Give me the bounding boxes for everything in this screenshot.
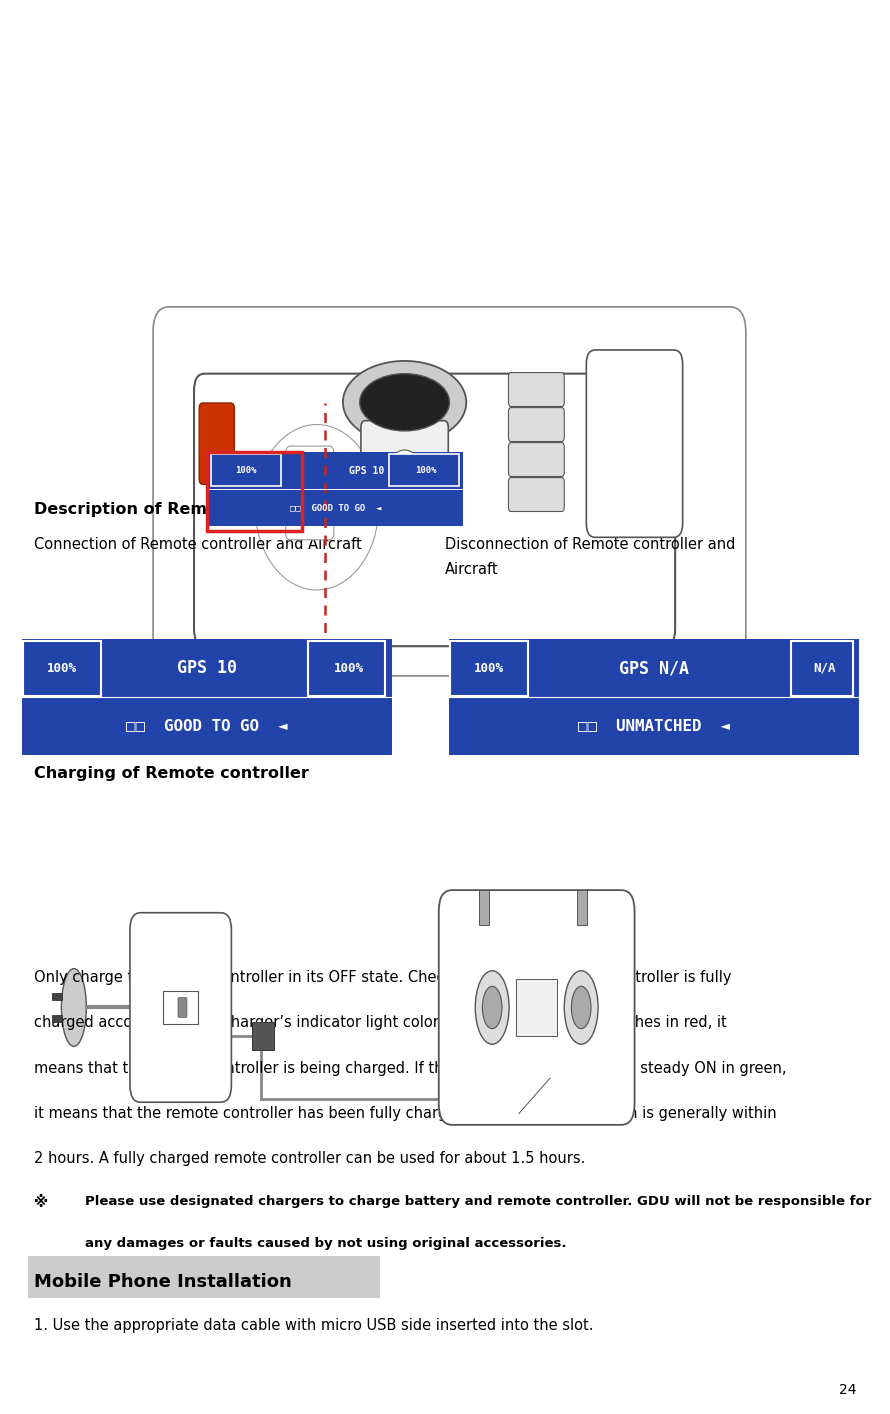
Text: 100%: 100% (235, 467, 256, 475)
Text: N/A: N/A (813, 662, 836, 674)
FancyBboxPatch shape (587, 351, 683, 537)
Ellipse shape (482, 987, 502, 1028)
Text: □□  UNMATCHED  ◄: □□ UNMATCHED ◄ (578, 718, 730, 734)
FancyBboxPatch shape (508, 372, 564, 407)
Text: ※: ※ (34, 1195, 48, 1210)
FancyBboxPatch shape (286, 447, 334, 540)
Ellipse shape (255, 424, 378, 590)
Bar (209, 452, 463, 526)
FancyBboxPatch shape (439, 891, 635, 1126)
Text: Charging of Remote controller: Charging of Remote controller (34, 766, 309, 782)
Ellipse shape (564, 970, 598, 1044)
Bar (577, 891, 587, 925)
Ellipse shape (475, 970, 509, 1044)
FancyBboxPatch shape (508, 478, 564, 512)
FancyBboxPatch shape (199, 403, 234, 484)
Text: GDU: GDU (530, 1005, 544, 1010)
Text: Mobile Phone Installation: Mobile Phone Installation (34, 1273, 292, 1291)
FancyBboxPatch shape (153, 307, 746, 676)
Text: charged according to the charger’s indicator light color. If the power indicator: charged according to the charger’s indic… (34, 1015, 726, 1031)
Text: any damages or faults caused by not using original accessories.: any damages or faults caused by not usin… (85, 1237, 566, 1250)
Text: GPS N/A: GPS N/A (619, 659, 689, 677)
Text: GPS 10: GPS 10 (177, 659, 237, 677)
FancyBboxPatch shape (389, 454, 459, 486)
Text: 1. Use the appropriate data cable with micro USB side inserted into the slot.: 1. Use the appropriate data cable with m… (34, 1318, 594, 1333)
Ellipse shape (571, 987, 591, 1028)
FancyBboxPatch shape (23, 641, 101, 696)
Text: □□  GOOD TO GO  ◄: □□ GOOD TO GO ◄ (290, 503, 382, 512)
Text: it means that the remote controller has been fully charged. The charging duratio: it means that the remote controller has … (34, 1106, 776, 1121)
FancyBboxPatch shape (178, 998, 187, 1017)
Text: 100%: 100% (47, 662, 77, 674)
Text: 2 hours. A fully charged remote controller can be used for about 1.5 hours.: 2 hours. A fully charged remote controll… (34, 1151, 586, 1167)
Text: 100%: 100% (415, 467, 436, 475)
Bar (479, 891, 490, 925)
Text: 100%: 100% (335, 662, 364, 674)
Bar (52, 993, 62, 1001)
Text: GPS 10: GPS 10 (349, 465, 384, 477)
Bar (52, 1015, 62, 1021)
Ellipse shape (61, 969, 86, 1046)
Text: Please use designated chargers to charge battery and remote controller. GDU will: Please use designated chargers to charge… (85, 1195, 871, 1208)
Text: Only charge the remote controller in its OFF state. Check whether the remote con: Only charge the remote controller in its… (34, 970, 732, 986)
FancyBboxPatch shape (791, 641, 853, 696)
Text: Connection of Remote controller and Aircraft: Connection of Remote controller and Airc… (34, 537, 361, 553)
FancyBboxPatch shape (508, 443, 564, 477)
Ellipse shape (393, 450, 416, 469)
Bar (252, 1021, 274, 1049)
Bar (516, 978, 557, 1035)
Text: means that the remote controller is being charged. If the power indicator shows : means that the remote controller is bein… (34, 1060, 787, 1076)
FancyBboxPatch shape (361, 421, 449, 499)
Bar (449, 639, 859, 755)
Text: Charging Interface: Charging Interface (553, 1073, 631, 1083)
FancyBboxPatch shape (194, 373, 676, 646)
FancyBboxPatch shape (308, 641, 385, 696)
FancyBboxPatch shape (130, 913, 231, 1103)
Text: □□  GOOD TO GO  ◄: □□ GOOD TO GO ◄ (126, 718, 287, 734)
Ellipse shape (343, 361, 466, 444)
FancyBboxPatch shape (508, 407, 564, 441)
Text: 24: 24 (838, 1383, 856, 1397)
Bar (22, 639, 392, 755)
Text: 100%: 100% (474, 662, 505, 674)
FancyBboxPatch shape (211, 454, 281, 486)
Text: Disconnection of Remote controller and
Aircraft: Disconnection of Remote controller and A… (445, 537, 735, 577)
Text: Description of Remote controller Screen: Description of Remote controller Screen (34, 502, 399, 518)
FancyBboxPatch shape (450, 641, 529, 696)
Bar (28, 1256, 380, 1298)
Ellipse shape (360, 373, 449, 431)
Bar (163, 990, 198, 1024)
